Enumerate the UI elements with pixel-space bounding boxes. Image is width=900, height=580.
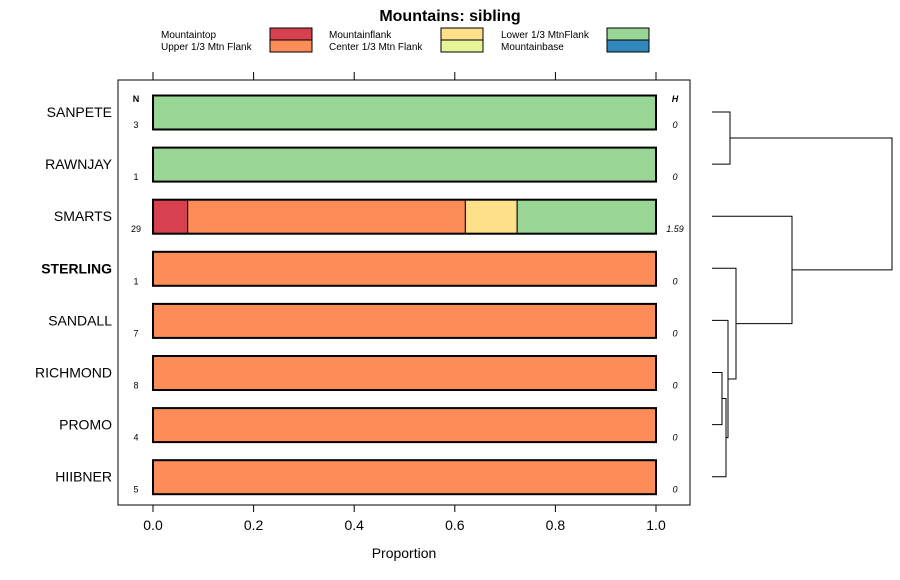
dendrogram-branch-1 bbox=[712, 372, 723, 426]
h-value: 0 bbox=[672, 433, 677, 443]
legend-label-mountainbase: Mountainbase bbox=[501, 42, 564, 53]
legend-swatch-mountainbase bbox=[606, 39, 650, 53]
dendrogram-branch-0 bbox=[712, 111, 731, 165]
category-label: PROMO bbox=[59, 417, 112, 433]
h-value: 0 bbox=[672, 172, 677, 182]
bar-segment-upper-1-3-mtn-flank bbox=[152, 251, 657, 287]
bar-outline bbox=[152, 407, 657, 444]
x-tick-label-0-4: 0.4 bbox=[344, 517, 364, 533]
legend-label-upper-1-3-mtn-flank: Upper 1/3 Mtn Flank bbox=[161, 42, 253, 53]
bar-row-sanpete: SANPETE 3 0 bbox=[47, 94, 678, 131]
dendrogram bbox=[712, 111, 893, 478]
n-value: 29 bbox=[131, 224, 141, 234]
bar-row-hiibner: HIIBNER 5 0 bbox=[55, 459, 678, 496]
x-axis: 0.0 0.2 0.4 0.6 0.8 1.0 bbox=[143, 505, 666, 533]
h-column-header: H bbox=[672, 94, 679, 104]
bar-outline bbox=[152, 146, 657, 183]
bar-outline bbox=[152, 459, 657, 496]
category-label: RAWNJAY bbox=[45, 156, 113, 172]
dendrogram-branch-4 bbox=[712, 267, 737, 380]
n-value: 3 bbox=[133, 120, 138, 130]
x-tick-label-0-6: 0.6 bbox=[445, 517, 465, 533]
legend-label-lower-1-3-mtnflank: Lower 1/3 MtnFlank bbox=[501, 30, 590, 41]
bar-row-sandall: SANDALL 7 0 bbox=[48, 302, 678, 339]
bar-outline bbox=[152, 198, 657, 235]
legend-swatch-lower-1-3-mtnflank bbox=[606, 27, 650, 41]
n-value: 4 bbox=[133, 433, 138, 443]
bar-outline bbox=[152, 302, 657, 339]
h-value: 1.59 bbox=[666, 224, 684, 234]
x-axis-label: Proportion bbox=[372, 545, 437, 561]
x-tick-label-1-0: 1.0 bbox=[646, 517, 666, 533]
n-value: 1 bbox=[133, 276, 138, 286]
bar-rows: SANPETE 3 0 RAWNJAY 1 0 SMARTS 29 1.59 STERLING 1 0… bbox=[35, 94, 684, 496]
bar-row-richmond: RICHMOND 8 0 bbox=[35, 355, 678, 391]
legend-swatch-mountainflank bbox=[440, 27, 484, 41]
bar-segment-lower-1-3-mtnflank bbox=[152, 147, 657, 183]
dendrogram-branch-5 bbox=[712, 215, 793, 325]
h-value: 0 bbox=[672, 276, 677, 286]
legend-swatch-upper-1-3-mtn-flank bbox=[269, 39, 313, 53]
category-label: SANPETE bbox=[47, 104, 112, 120]
category-label: SANDALL bbox=[48, 312, 112, 328]
bar-outline bbox=[152, 250, 657, 287]
bar-segment-upper-1-3-mtn-flank bbox=[152, 303, 657, 339]
x-tick-label-0-0: 0.0 bbox=[143, 517, 163, 533]
bar-outline bbox=[152, 355, 657, 391]
h-value: 0 bbox=[672, 485, 677, 495]
x-tick-label-0-2: 0.2 bbox=[244, 517, 264, 533]
h-value: 0 bbox=[672, 381, 677, 391]
bar-segment-mountainflank bbox=[464, 199, 518, 235]
bar-segment-upper-1-3-mtn-flank bbox=[187, 199, 466, 235]
legend-swatch-mountaintop bbox=[269, 27, 313, 41]
dendrogram-branch-2 bbox=[712, 398, 727, 478]
category-label: STERLING bbox=[41, 260, 112, 276]
dendrogram-branch-6 bbox=[730, 137, 893, 271]
n-value: 1 bbox=[133, 172, 138, 182]
n-value: 8 bbox=[133, 381, 138, 391]
legend-label-mountaintop: Mountaintop bbox=[161, 30, 216, 41]
bar-row-smarts: SMARTS 29 1.59 bbox=[54, 198, 684, 235]
h-value: 0 bbox=[672, 120, 677, 130]
bar-segment-mountaintop bbox=[152, 199, 189, 235]
bar-segment-lower-1-3-mtnflank bbox=[152, 95, 657, 130]
n-value: 7 bbox=[133, 328, 138, 338]
x-tick-label-0-8: 0.8 bbox=[546, 517, 566, 533]
bar-segment-lower-1-3-mtnflank bbox=[516, 199, 657, 235]
category-label: SMARTS bbox=[54, 208, 112, 224]
legend-label-center-1-3-mtn-flank: Center 1/3 Mtn Flank bbox=[329, 42, 423, 53]
n-value: 5 bbox=[133, 485, 138, 495]
legend-swatch-center-1-3-mtn-flank bbox=[440, 39, 484, 53]
bar-outline bbox=[152, 94, 657, 131]
n-column-header: N bbox=[133, 94, 140, 104]
category-label: RICHMOND bbox=[35, 365, 112, 381]
bar-segment-upper-1-3-mtn-flank bbox=[152, 407, 657, 443]
plot-frame bbox=[117, 79, 691, 506]
bar-row-sterling: STERLING 1 0 bbox=[41, 250, 678, 287]
category-label: HIIBNER bbox=[55, 469, 112, 485]
chart-title: Mountains: sibling bbox=[379, 8, 520, 25]
h-value: 0 bbox=[672, 328, 677, 338]
bar-row-rawnjay: RAWNJAY 1 0 bbox=[45, 146, 678, 183]
bar-row-promo: PROMO 4 0 bbox=[59, 407, 678, 444]
legend-label-mountainflank: Mountainflank bbox=[329, 30, 392, 41]
top-axis-ticks bbox=[152, 72, 657, 80]
bar-segment-upper-1-3-mtn-flank bbox=[152, 459, 657, 495]
bar-segment-upper-1-3-mtn-flank bbox=[152, 355, 657, 391]
